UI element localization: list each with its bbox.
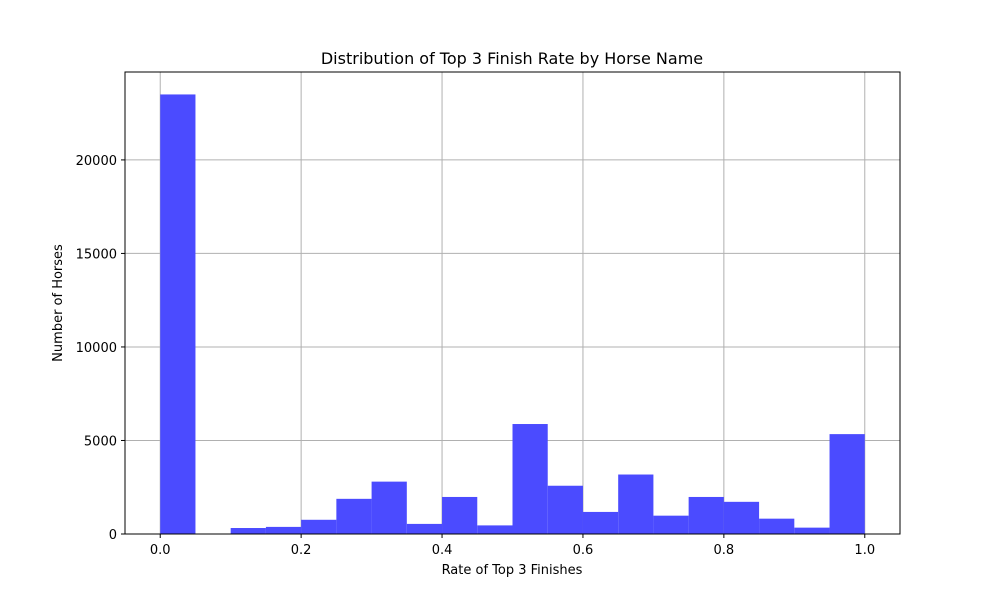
y-tick-label: 15000 xyxy=(76,247,117,262)
histogram-bar xyxy=(759,518,795,534)
histogram-bar xyxy=(512,424,548,534)
chart-title: Distribution of Top 3 Finish Rate by Hor… xyxy=(321,49,703,68)
histogram-bar xyxy=(829,434,865,534)
histogram-bar xyxy=(265,526,302,534)
histogram-bar xyxy=(547,485,583,534)
x-tick-label: 0.0 xyxy=(150,543,171,558)
x-tick-label: 0.8 xyxy=(714,543,735,558)
x-axis-ticks: 0.0 0.2 0.4 0.6 0.8 1.0 xyxy=(150,534,875,558)
x-tick-label: 1.0 xyxy=(854,543,875,558)
histogram-bar xyxy=(618,474,654,534)
histogram-bar xyxy=(301,519,337,534)
histogram-bar xyxy=(160,94,196,534)
y-tick-label: 0 xyxy=(109,528,117,543)
x-tick-label: 0.6 xyxy=(573,543,594,558)
x-tick-label: 0.4 xyxy=(432,543,453,558)
histogram-bar xyxy=(336,498,372,534)
histogram-bar xyxy=(406,523,443,534)
y-tick-label: 10000 xyxy=(76,341,117,356)
histogram-bar xyxy=(582,511,619,534)
histogram-bar xyxy=(794,527,830,534)
histogram-bars xyxy=(160,94,865,534)
histogram-bar xyxy=(442,496,478,534)
histogram-bar xyxy=(653,515,689,534)
histogram-bar xyxy=(688,496,724,534)
y-tick-label: 5000 xyxy=(84,434,117,449)
histogram-bar xyxy=(477,525,513,534)
y-axis-ticks: 0 5000 10000 15000 20000 xyxy=(76,154,125,543)
histogram-bar xyxy=(230,528,266,534)
y-axis-label: Number of Horses xyxy=(51,244,66,362)
histogram-bar xyxy=(723,501,760,534)
plot-area-frame xyxy=(124,71,901,535)
x-axis-label: Rate of Top 3 Finishes xyxy=(442,563,583,578)
x-tick-label: 0.2 xyxy=(291,543,312,558)
y-tick-label: 20000 xyxy=(76,154,117,169)
histogram-bar xyxy=(371,481,407,534)
